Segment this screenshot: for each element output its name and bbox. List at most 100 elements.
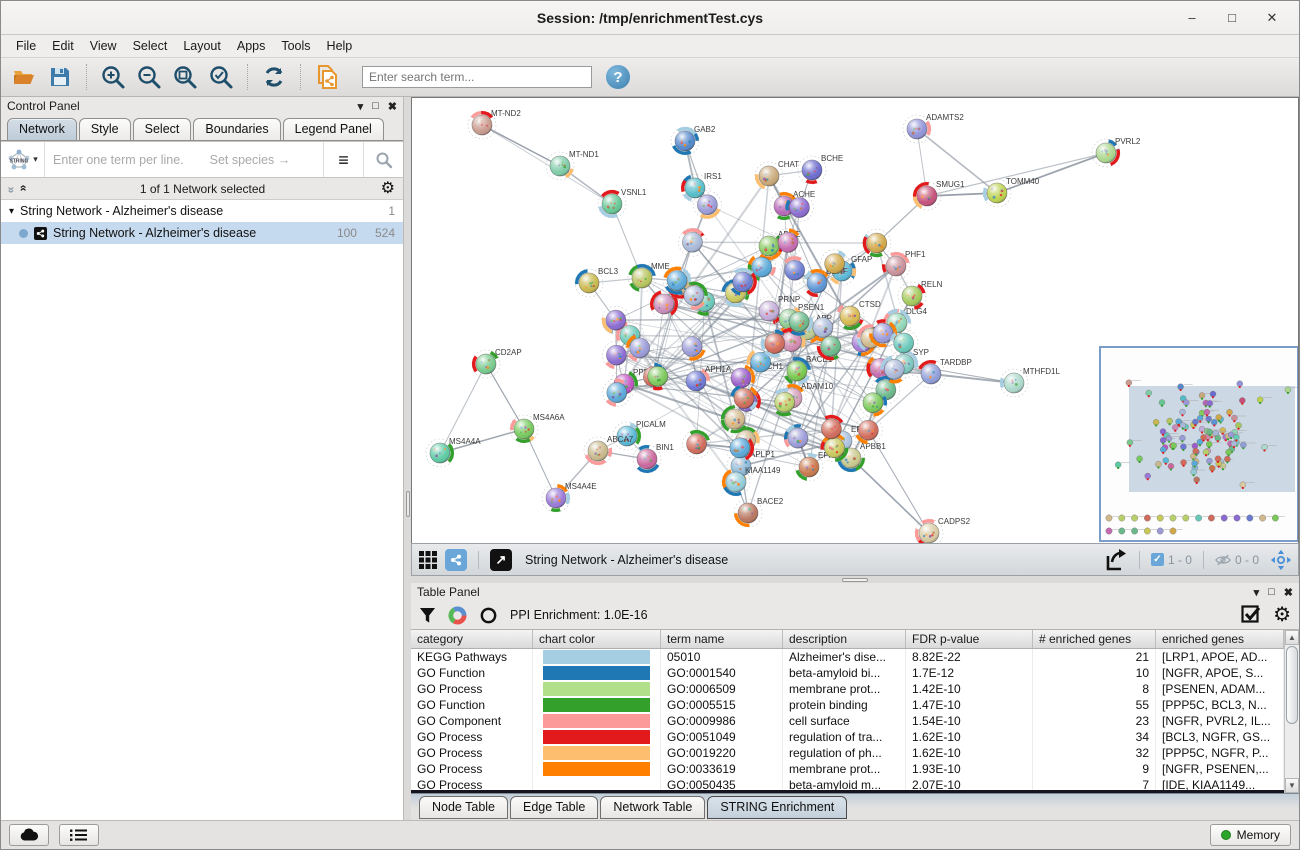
network-node[interactable] [773,228,803,257]
network-node-mt-nd2[interactable]: MT-ND2 [467,109,521,140]
network-node[interactable] [777,327,806,356]
network-node-kiaa1149[interactable]: KIAA1149 [721,466,781,497]
network-node-gab2[interactable]: GAB2 [670,125,716,156]
panel-menu-icon[interactable]: ▾ [1253,586,1260,599]
network-node[interactable] [780,255,810,285]
menu-select[interactable]: Select [132,39,168,53]
copy-network-button[interactable] [312,62,342,92]
grid-view-icon[interactable] [418,550,438,570]
open-session-button[interactable] [9,62,39,92]
tab-node-table[interactable]: Node Table [419,796,509,819]
network-node-aph1a[interactable]: APH1A [681,365,732,396]
tab-network-table[interactable]: Network Table [600,796,706,819]
scroll-up-arrow[interactable]: ▲ [1285,630,1299,645]
refresh-button[interactable] [259,62,289,92]
tree-expand-icon[interactable]: ▾ [9,205,15,217]
network-node-ctsd[interactable]: CTSD [835,300,881,331]
panel-menu-icon[interactable]: ▾ [357,100,364,113]
network-node-mthfd1l[interactable]: MTHFD1L [999,367,1060,398]
scrollbar-thumb[interactable] [1286,646,1298,724]
network-node[interactable] [720,404,750,434]
table-row[interactable]: GO Process GO:0033619 membrane prot... 1.93… [411,761,1284,777]
panel-close-icon[interactable]: ✖ [387,100,397,113]
tab-edge-table[interactable]: Edge Table [510,796,599,819]
network-node[interactable] [693,190,722,220]
tab-boundaries[interactable]: Boundaries [193,118,281,140]
save-session-button[interactable] [45,62,75,92]
network-collection-row[interactable]: ▾ String Network - Alzheimer's disease 1 [1,200,403,222]
network-node-pvrl2[interactable]: PVRL2 [1091,137,1141,168]
network-node-mme[interactable]: MME [627,262,670,293]
network-node-bcl3[interactable]: BCL3 [574,267,619,298]
network-node[interactable] [602,378,632,407]
tab-style[interactable]: Style [78,118,131,140]
network-node-picalm[interactable]: PICALM [612,420,666,451]
network-node[interactable] [643,362,673,391]
menu-layout[interactable]: Layout [183,39,221,53]
cloud-tasks-button[interactable] [9,824,49,846]
network-node-tardbp[interactable]: TARDBP [916,358,972,389]
tab-legend-panel[interactable]: Legend Panel [282,118,384,140]
close-button[interactable]: ✕ [1266,9,1278,25]
network-node-irs1[interactable]: IRS1 [680,172,722,203]
panel-float-icon[interactable]: □ [372,100,379,112]
menu-file[interactable]: File [16,39,37,53]
ring-chart-icon[interactable] [479,606,498,625]
table-splitter[interactable] [411,576,1299,583]
table-settings-gear-icon[interactable]: ⚙ [1273,604,1291,626]
open-in-browser-button[interactable]: ↗ [490,548,512,571]
network-node-bace2[interactable]: BACE2 [733,497,784,528]
network-canvas[interactable]: MT-ND2MT-ND1VSNL1GAB2IRS1CHATBCHEACHEAPO… [411,97,1299,543]
network-node[interactable] [728,267,758,297]
network-node-reln[interactable]: RELN [897,280,943,311]
column-header-category[interactable]: category [411,630,533,648]
network-node[interactable] [783,423,813,453]
network-node[interactable] [682,429,711,459]
table-row[interactable]: GO Component GO:0009986 cell surface 1.54E-… [411,713,1284,729]
tab-network[interactable]: Network [7,118,77,140]
network-node-phf1[interactable]: PHF1 [881,250,926,281]
network-node-bin1[interactable]: BIN1 [632,443,674,474]
network-node-ms4a4a[interactable]: MS4A4A [425,437,481,468]
network-node[interactable] [862,228,892,258]
zoom-out-button[interactable] [134,62,164,92]
zoom-selected-button[interactable] [206,62,236,92]
network-node[interactable] [816,331,846,361]
network-node-bace1[interactable]: BACE1 [782,355,833,386]
network-row[interactable]: String Network - Alzheimer's disease 100… [1,222,403,244]
help-button[interactable]: ? [606,65,630,89]
network-node[interactable] [817,414,846,444]
network-node-chat[interactable]: CHAT [754,160,799,191]
string-options-button[interactable]: ≡ [323,142,363,177]
column-header-chart-color[interactable]: chart color [533,630,661,648]
network-node-bche[interactable]: BCHE [797,154,843,185]
table-row[interactable]: GO Process GO:0050435 beta-amyloid m... 2.0… [411,777,1284,790]
splitter-handle[interactable] [405,490,410,517]
table-row[interactable]: GO Function GO:0001540 beta-amyloid bi... 1… [411,665,1284,681]
network-node-ms4a4e[interactable]: MS4A4E [541,482,597,513]
network-node[interactable] [879,355,909,384]
table-row[interactable]: KEGG Pathways 05010 Alzheimer's dise... 8.8… [411,649,1284,665]
network-node[interactable] [662,266,692,295]
network-node[interactable] [601,305,631,335]
network-node-ms4a6a[interactable]: MS4A6A [509,413,565,444]
network-node[interactable] [808,313,838,342]
network-graph[interactable]: MT-ND2MT-ND1VSNL1GAB2IRS1CHATBCHEACHEAPO… [412,98,1299,543]
select-columns-icon[interactable] [1241,605,1261,625]
network-node[interactable] [677,332,707,361]
export-network-icon[interactable] [1104,548,1128,572]
network-node[interactable] [820,249,849,278]
string-share-button[interactable] [445,548,467,571]
zoom-fit-button[interactable] [170,62,200,92]
network-node[interactable] [784,307,814,337]
collapse-all-icon[interactable]: » [15,186,30,191]
search-input[interactable] [362,66,592,88]
network-node-abca7[interactable]: ABCA7 [583,435,634,466]
string-query-input[interactable]: Enter one term per line. Set species → [45,153,323,167]
minimize-button[interactable]: – [1188,10,1196,25]
table-scrollbar[interactable]: ▲ ▼ [1284,630,1299,793]
menu-help[interactable]: Help [326,39,353,53]
maximize-button[interactable]: □ [1228,10,1236,25]
network-node-smug1[interactable]: SMUG1 [912,180,965,211]
scroll-down-arrow[interactable]: ▼ [1285,778,1299,793]
